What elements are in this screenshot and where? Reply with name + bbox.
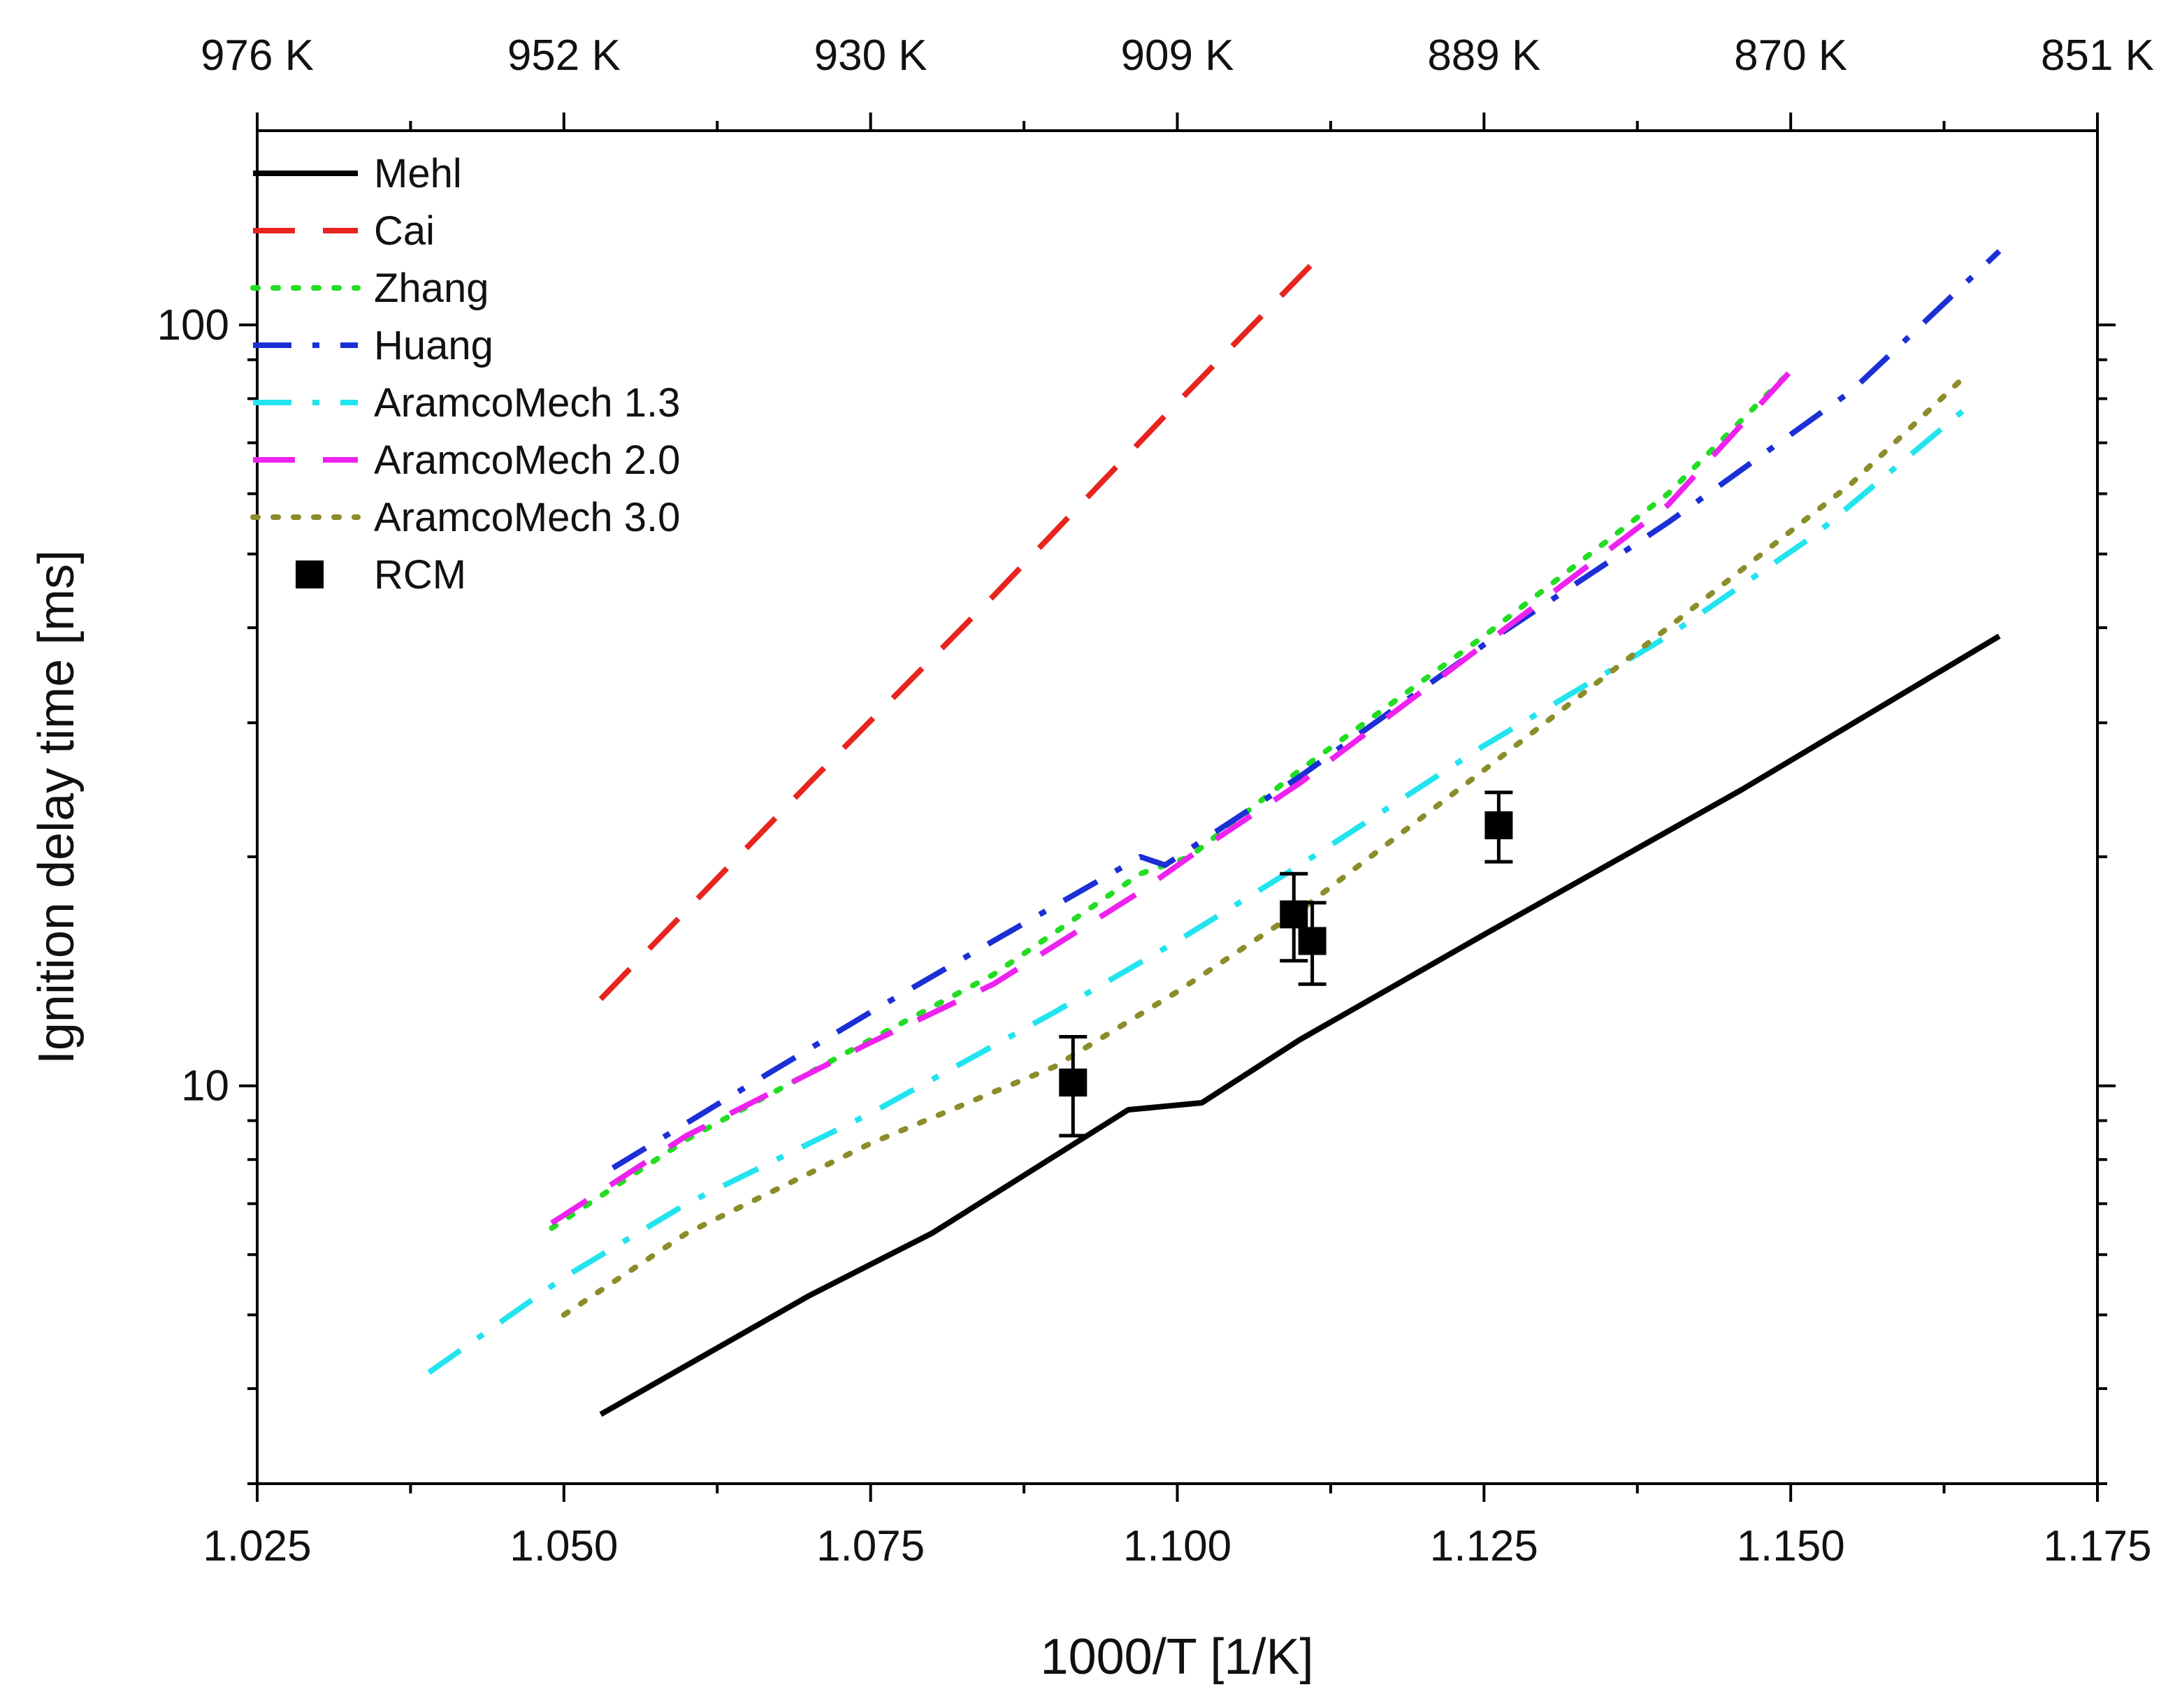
rcm-data-point	[1059, 1068, 1088, 1097]
top-axis-label: 909 K	[1120, 31, 1234, 80]
legend-label-huang: Huang	[374, 323, 493, 368]
y-tick-label: 10	[181, 1062, 229, 1110]
top-axis-label: 851 K	[2041, 31, 2154, 80]
series-line-cai	[598, 249, 1327, 1001]
x-tick-label: 1.100	[1123, 1522, 1231, 1570]
legend-label-cai: Cai	[374, 208, 435, 254]
series-line-aramcomech-1-3	[427, 409, 1965, 1375]
legend-label-aramcomech-1-3: AramcoMech 1.3	[374, 380, 680, 426]
rcm-data-point	[1484, 811, 1513, 839]
top-axis-label: 976 K	[201, 31, 314, 80]
axis-tick-labels: 1.025 976 K 1.050 952 K 1.075 930 K 1.100 909 K…	[157, 31, 2154, 1570]
top-axis-label: 952 K	[507, 31, 621, 80]
axis-ticks	[239, 113, 2116, 1502]
series-line-mehl	[599, 633, 2001, 1417]
top-axis-label: 930 K	[814, 31, 927, 80]
rcm-data-point	[1280, 900, 1308, 929]
legend-label-rcm: RCM	[374, 552, 466, 598]
x-tick-label: 1.025	[203, 1522, 311, 1570]
x-tick-label: 1.175	[2043, 1522, 2151, 1570]
legend-label-aramcomech-2-0: AramcoMech 2.0	[374, 437, 680, 483]
x-tick-label: 1.125	[1430, 1522, 1538, 1570]
legend: Mehl Cai Zhang Huang AramcoMech 1.3 AramcoMec…	[250, 151, 680, 598]
y-axis-title: Ignition delay time [ms]	[29, 550, 85, 1064]
x-axis-title: 1000/T [1/K]	[1041, 1629, 1314, 1685]
legend-swatch-rcm	[296, 560, 324, 588]
top-axis-label: 870 K	[1734, 31, 1847, 80]
series-line-aramcomech-2-0	[550, 369, 1793, 1226]
x-tick-label: 1.075	[816, 1522, 925, 1570]
plot-frame	[256, 129, 2099, 1485]
legend-label-aramcomech-3-0: AramcoMech 3.0	[374, 495, 680, 540]
series-line-huang	[611, 249, 2002, 1171]
series-line-zhang	[549, 368, 1794, 1231]
x-tick-label: 1.150	[1737, 1522, 1845, 1570]
series-line-aramcomech-3-0	[561, 375, 1965, 1318]
y-tick-label: 100	[157, 301, 229, 349]
x-tick-label: 1.050	[510, 1522, 618, 1570]
legend-label-mehl: Mehl	[374, 151, 462, 196]
rcm-data-point	[1298, 927, 1327, 955]
legend-label-zhang: Zhang	[374, 266, 489, 311]
series-layer	[427, 249, 2002, 1417]
top-axis-label: 889 K	[1427, 31, 1540, 80]
